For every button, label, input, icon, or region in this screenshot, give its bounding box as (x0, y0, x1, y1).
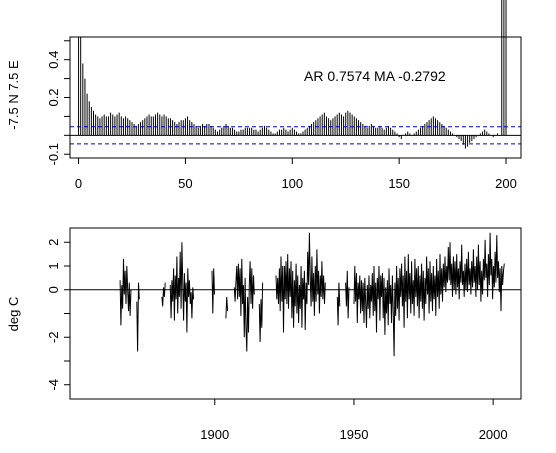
ts-segment (136, 282, 140, 352)
acf-xtick-label: 100 (281, 176, 303, 191)
acf-xtick-label: 200 (495, 176, 517, 191)
ts-segment (211, 268, 215, 314)
ts-ytick-label: -2 (46, 331, 61, 343)
acf-plot-frame (69, 36, 522, 159)
ts-ytick-label: 1 (46, 262, 61, 269)
ts-plot-frame (69, 227, 522, 400)
acf-bars (78, 0, 507, 149)
acf-annotation: AR 0.7574 MA -0.2792 (304, 68, 446, 84)
ts-segment (258, 282, 264, 343)
ts-ytick-label: 0 (46, 286, 61, 293)
timeseries-panel: deg C -4 -2 0 1 2 1900 1950 2000 (6, 227, 522, 442)
ts-y-axis: -4 -2 0 1 2 (46, 239, 70, 391)
ts-xtick-label: 1900 (200, 427, 229, 442)
ts-segment (233, 258, 255, 352)
ts-ytick-label: -4 (46, 379, 61, 391)
ts-segment (275, 232, 326, 333)
acf-xtick-label: 50 (178, 176, 192, 191)
ts-segment (336, 282, 341, 326)
acf-x-axis: 0 50 100 150 200 (75, 158, 517, 191)
acf-ytick-label: 0.2 (46, 88, 61, 106)
ts-segment (161, 282, 166, 307)
ts-segment (169, 242, 195, 333)
ts-segment (353, 232, 505, 357)
acf-panel: -7.5 N 7.5 E -0.1 0.2 0.4 0 50 100 150 200 AR … (6, 0, 522, 191)
ts-segment (345, 270, 350, 319)
acf-y-axis: -0.1 0.2 0.4 (46, 40, 70, 165)
ts-segment (225, 296, 229, 319)
ts-segment (119, 258, 132, 326)
acf-xtick-label: 150 (388, 176, 410, 191)
acf-confidence-lines (70, 126, 521, 145)
ts-xtick-label: 2000 (479, 427, 508, 442)
ts-ylabel: deg C (6, 297, 21, 332)
acf-ytick-label: 0.4 (46, 51, 61, 69)
ts-xtick-label: 1950 (340, 427, 369, 442)
acf-ytick-label: -0.1 (46, 143, 61, 165)
acf-xtick-label: 0 (75, 176, 82, 191)
ts-ytick-label: 2 (46, 239, 61, 246)
ts-x-axis: 1900 1950 2000 (200, 399, 508, 442)
acf-ylabel: -7.5 N 7.5 E (6, 60, 21, 130)
ts-series (119, 232, 505, 357)
